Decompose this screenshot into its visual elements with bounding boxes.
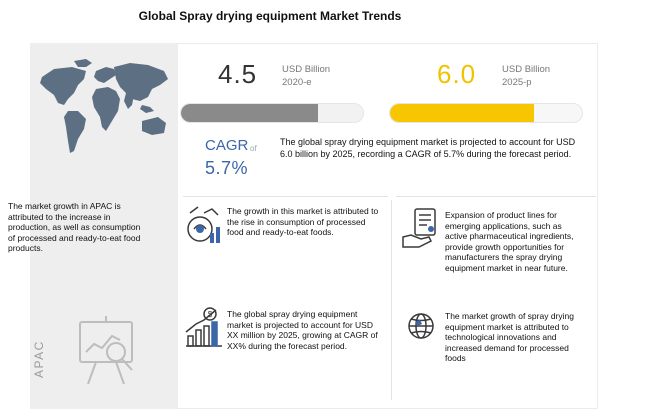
page-title: Global Spray drying equipment Market Tre… (138, 9, 402, 23)
year-label-2020: 2020-e (282, 77, 312, 88)
hand-document-icon (402, 208, 436, 248)
world-map-icon (40, 59, 168, 153)
insight-text-2: Expansion of product lines for emerging … (445, 210, 574, 273)
insight-text-1: The growth in this market is attributed … (227, 206, 379, 238)
progress-bar-2020 (180, 103, 364, 123)
apac-panel (30, 43, 178, 409)
cagr-label: CAGR (205, 137, 249, 154)
money-growth-chart-icon: $ (185, 307, 222, 347)
progress-bar-2025 (389, 103, 583, 123)
food-growth-icon (187, 206, 220, 243)
divider-top-left (183, 196, 388, 197)
divider-top-right (396, 196, 596, 197)
divider-vertical (391, 200, 392, 400)
cagr-value: 5.7% (205, 158, 249, 178)
unit-label-2020: USD Billion (282, 64, 331, 75)
svg-text:$: $ (208, 310, 213, 319)
cagr-description: The global spray drying equipment market… (280, 137, 576, 159)
apac-description: The market growth in APAC is attributed … (8, 201, 141, 253)
market-value-2020: 4.5 (218, 59, 258, 89)
market-unit-2025: USD Billion 2025-p (502, 63, 550, 89)
year-label-2025: 2025-p (502, 77, 532, 88)
progress-fill-2025 (390, 104, 534, 122)
progress-fill-2020 (181, 104, 318, 122)
market-unit-2020: USD Billion 2020-e (282, 63, 330, 89)
insight-text-3: The global spray drying equipment market… (227, 309, 378, 351)
globe-icon (408, 313, 434, 339)
unit-label-2025: USD Billion (502, 64, 551, 75)
cagr-of: of (250, 144, 257, 153)
market-value-2025: 6.0 (437, 59, 477, 89)
insight-text-4: The market growth of spray drying equipm… (445, 311, 574, 364)
presentation-board-icon (79, 316, 133, 385)
apac-vertical-label: APAC (32, 340, 46, 378)
